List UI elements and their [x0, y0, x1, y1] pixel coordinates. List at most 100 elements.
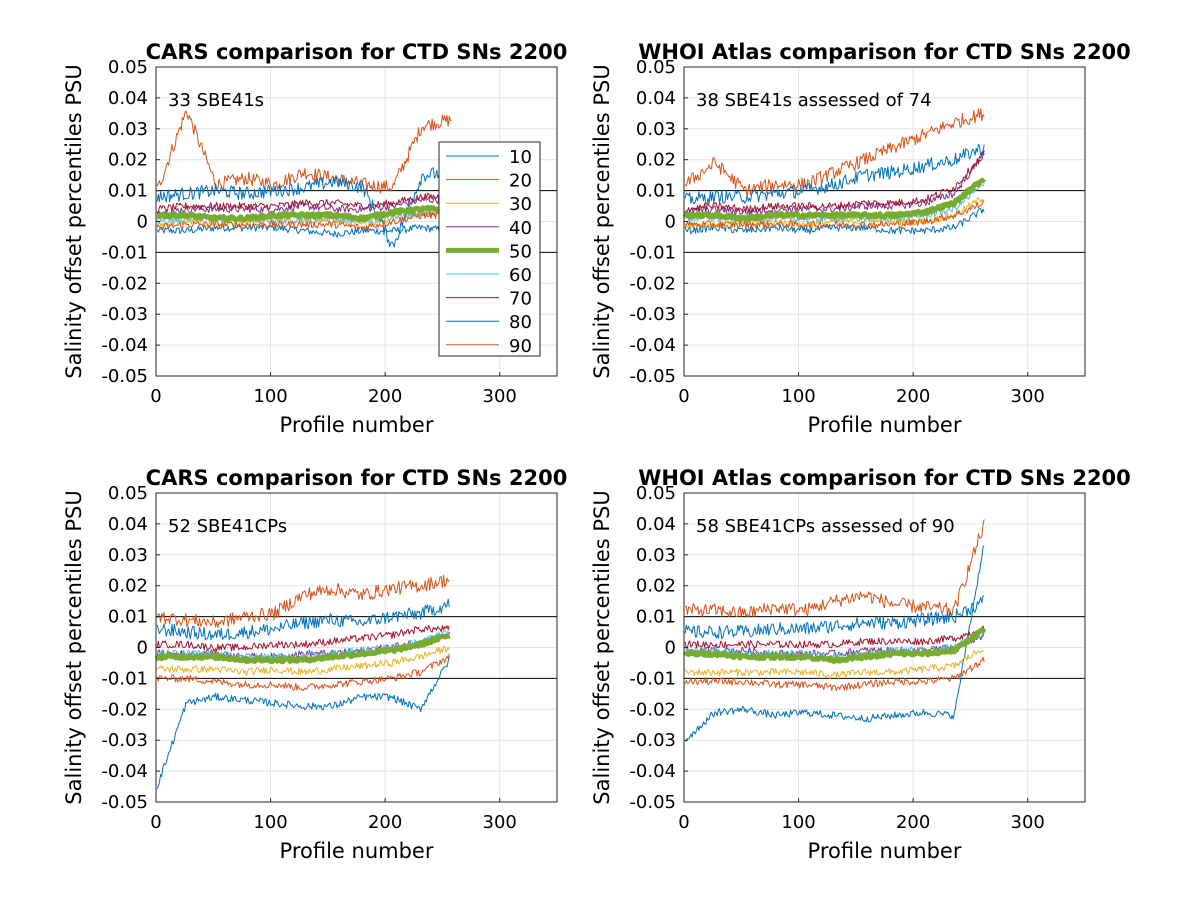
y-tick-label: 0.01	[108, 607, 148, 628]
subplot-3: 0 100 200 300 -0.05 -0.04 -0.03 -0.02 -0.01 0 0.01…	[62, 466, 567, 863]
series-line-20	[156, 110, 452, 194]
series-line-80	[684, 143, 985, 205]
y-tick-label: 0.03	[636, 119, 676, 140]
chart-title: WHOI Atlas comparison for CTD SNs 2200	[638, 40, 1131, 64]
series-line-10	[156, 223, 453, 238]
series-line-90	[684, 656, 985, 692]
chart-title: CARS comparison for CTD SNs 2200	[146, 466, 568, 490]
y-tick-label: -0.04	[629, 335, 676, 356]
x-tick-label: 100	[781, 386, 815, 407]
x-tick-label: 200	[896, 386, 930, 407]
y-axis-label: Salinity offset percentiles PSU	[62, 64, 86, 378]
x-tick-label: 0	[150, 812, 161, 833]
series-line-50	[683, 627, 987, 664]
series-line-70	[156, 624, 450, 652]
y-tick-label: 0.02	[108, 576, 148, 597]
y-tick-label: -0.05	[629, 366, 676, 387]
x-tick-label: 0	[678, 386, 689, 407]
x-tick-label: 300	[483, 812, 517, 833]
x-tick-label: 100	[253, 386, 287, 407]
chart-title: WHOI Atlas comparison for CTD SNs 2200	[638, 466, 1131, 490]
x-tick-label: 300	[1011, 812, 1045, 833]
y-tick-label: 0	[137, 638, 148, 659]
x-axis-label: Profile number	[280, 839, 434, 863]
y-tick-label: -0.04	[101, 335, 148, 356]
y-tick-label: 0.01	[108, 181, 148, 202]
y-tick-label: 0.01	[636, 181, 676, 202]
y-tick-label: 0	[665, 638, 676, 659]
y-tick-label: 0.02	[636, 150, 676, 171]
y-tick-label: 0.04	[636, 88, 676, 109]
series-line-90	[684, 200, 985, 229]
legend-label: 10	[509, 147, 532, 168]
x-tick-label: 300	[483, 386, 517, 407]
y-tick-label: -0.02	[629, 699, 676, 720]
series-line-40	[684, 149, 985, 216]
legend-label: 30	[509, 194, 532, 215]
x-tick-label: 200	[896, 812, 930, 833]
y-tick-label: -0.03	[629, 730, 676, 751]
x-axis-label: Profile number	[280, 413, 434, 437]
series-line-20	[684, 108, 985, 198]
series-line-90	[156, 653, 450, 692]
series-line-70	[684, 151, 985, 213]
y-tick-label: -0.01	[629, 668, 676, 689]
y-tick-label: 0.04	[636, 514, 676, 535]
y-tick-label: -0.01	[101, 668, 148, 689]
x-tick-label: 100	[253, 812, 287, 833]
x-tick-label: 0	[150, 386, 161, 407]
y-axis-label: Salinity offset percentiles PSU	[590, 64, 614, 378]
y-tick-label: -0.01	[101, 242, 148, 263]
subplot-2: 0 100 200 300 -0.05 -0.04 -0.03 -0.02 -0.01 0 0.01…	[590, 40, 1131, 437]
annotation-text: 33 SBE41s	[168, 90, 264, 111]
y-axis-label: Salinity offset percentiles PSU	[590, 490, 614, 804]
series-line-70	[156, 192, 453, 213]
annotation-text: 58 SBE41CPs assessed of 90	[696, 516, 955, 537]
y-tick-label: -0.04	[629, 761, 676, 782]
series-line-90	[156, 211, 452, 231]
legend-label: 20	[509, 171, 532, 192]
y-tick-label: -0.02	[101, 699, 148, 720]
y-tick-label: 0.04	[108, 514, 148, 535]
legend-label: 70	[509, 289, 532, 310]
y-tick-label: 0.01	[636, 607, 676, 628]
y-tick-label: 0.05	[108, 57, 148, 78]
series-line-50	[154, 633, 451, 665]
x-tick-label: 100	[781, 812, 815, 833]
subplot-4: 0 100 200 300 -0.05 -0.04 -0.03 -0.02 -0.01 0 0.01…	[590, 466, 1131, 863]
y-tick-label: 0.02	[636, 576, 676, 597]
y-tick-label: 0.05	[636, 57, 676, 78]
chart-title: CARS comparison for CTD SNs 2200	[146, 40, 568, 64]
y-tick-label: 0.03	[636, 545, 676, 566]
y-tick-label: -0.05	[101, 366, 148, 387]
y-tick-label: 0.02	[108, 150, 148, 171]
legend-label: 90	[509, 336, 532, 357]
series-line-20	[685, 519, 985, 618]
y-tick-label: 0	[137, 212, 148, 233]
y-tick-label: 0.04	[108, 88, 148, 109]
y-tick-label: -0.02	[101, 273, 148, 294]
y-axis-label: Salinity offset percentiles PSU	[62, 490, 86, 804]
series-line-30	[156, 645, 450, 677]
legend-label: 80	[509, 312, 532, 333]
series-line-70	[684, 625, 985, 649]
series-line-80	[156, 598, 450, 641]
series-line-80	[156, 165, 452, 248]
series-line-50	[155, 204, 453, 223]
annotation-text: 38 SBE41s assessed of 74	[696, 90, 932, 111]
x-tick-label: 200	[368, 812, 402, 833]
y-tick-label: -0.05	[629, 792, 676, 813]
y-tick-label: -0.04	[101, 761, 148, 782]
legend-label: 50	[509, 241, 532, 262]
series-line-40	[156, 196, 453, 217]
y-tick-label: -0.03	[629, 304, 676, 325]
x-axis-label: Profile number	[808, 413, 962, 437]
series-line-20	[156, 574, 450, 628]
y-tick-label: 0	[665, 212, 676, 233]
annotation-text: 52 SBE41CPs	[168, 516, 287, 537]
y-tick-label: -0.05	[101, 792, 148, 813]
x-tick-label: 300	[1011, 386, 1045, 407]
x-tick-label: 0	[678, 812, 689, 833]
